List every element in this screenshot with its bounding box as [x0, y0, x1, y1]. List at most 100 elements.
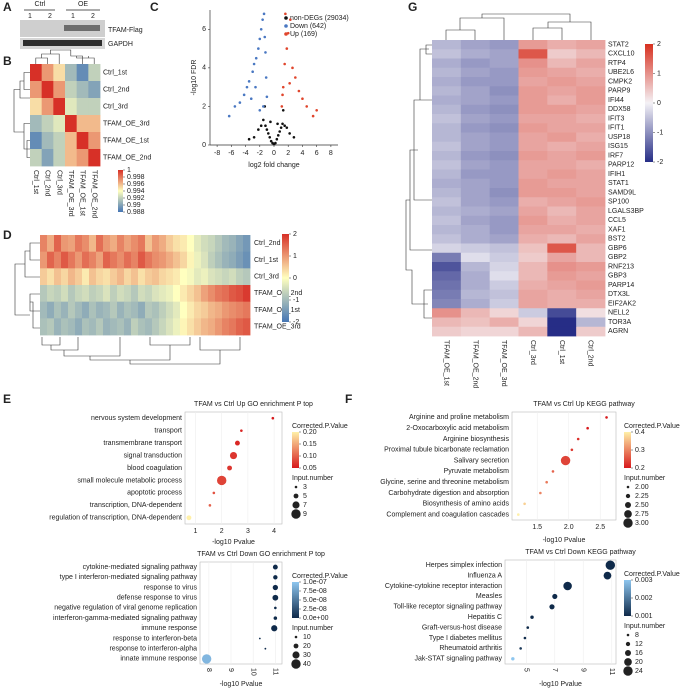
column-label: TFAM_OE_1st — [79, 170, 86, 216]
heatmap-cell — [432, 114, 462, 124]
heatmap-cell — [89, 285, 97, 303]
point — [274, 141, 277, 145]
heatmap-cell — [65, 149, 78, 167]
heatmap-cell — [547, 77, 577, 87]
dot — [563, 581, 572, 591]
heatmap-cell — [82, 268, 90, 286]
heatmap-cell — [208, 235, 216, 253]
dot — [271, 416, 275, 420]
heatmap-cell — [222, 235, 230, 253]
heatmap-cell — [82, 301, 90, 319]
heatmap-cell — [460, 49, 491, 59]
heatmap-cell — [110, 251, 118, 269]
row-label: TFAM_OE_2nd — [103, 154, 151, 161]
heatmap-cell — [518, 49, 548, 59]
heatmap-cell — [576, 86, 606, 96]
heatmap-cell — [576, 262, 606, 272]
point — [233, 105, 237, 108]
heatmap-cell — [576, 317, 606, 328]
heatmap-cell — [547, 160, 577, 170]
heatmap-cell — [489, 215, 519, 226]
heatmap-cell — [432, 308, 462, 318]
x-tick-label: 5 — [523, 668, 530, 672]
heatmap-cell — [76, 132, 89, 150]
heatmap-cell — [547, 86, 577, 96]
heatmap-cell — [138, 268, 146, 286]
category-label: response to interferon-alpha — [109, 646, 197, 653]
column-label: TFAM_OE_2nd — [471, 340, 478, 388]
heatmap-cell — [30, 132, 43, 150]
heatmap-cell — [460, 188, 491, 198]
dot — [212, 491, 216, 495]
point — [245, 85, 249, 89]
heatmap-cell — [208, 251, 216, 269]
legend-label: Up (169) — [290, 31, 317, 38]
dot — [517, 513, 520, 516]
heatmap-cell — [53, 149, 66, 167]
heatmap-cell — [131, 301, 139, 319]
blot: Ctrl OE 1 2 1 2 TFAM-Flag GAPDH — [20, 1, 143, 49]
x-axis-label: -log10 Pvalue — [212, 539, 255, 546]
point — [284, 12, 287, 16]
heatmap-cell — [432, 299, 462, 309]
category-label: Arginine biosynthesis — [443, 436, 510, 443]
heatmap-cell — [518, 86, 548, 96]
point — [259, 27, 263, 31]
row-label: RNF213 — [608, 263, 634, 270]
heatmap-cell — [40, 285, 48, 303]
heatmap-cell — [166, 268, 174, 286]
heatmap-cell — [489, 206, 519, 217]
dot — [273, 616, 278, 620]
heatmap-cell — [40, 301, 48, 319]
heatmap-cell — [159, 268, 167, 286]
category-label: transmembrane transport — [103, 440, 182, 447]
heatmap-cell — [215, 301, 223, 319]
panel-label: E — [3, 392, 11, 406]
row-label: BST2 — [608, 236, 626, 243]
heatmap-cell — [547, 262, 577, 272]
x-tick-label: 1.5 — [532, 524, 542, 531]
row-label: Ctrl_1st — [103, 69, 127, 76]
heatmap-cell — [518, 289, 548, 300]
point — [289, 18, 292, 21]
heatmap-cell — [47, 318, 55, 336]
heatmap-cell — [194, 318, 202, 336]
row-label: IFIT1 — [608, 125, 624, 132]
dot — [560, 455, 571, 466]
heatmap-cell — [75, 251, 83, 269]
heatmap-cell — [460, 234, 491, 244]
heatmap-cell — [576, 49, 606, 59]
heatmap-cell — [460, 104, 491, 115]
heatmap-cell — [103, 318, 111, 336]
colorbar-label: 0.10 — [303, 453, 317, 460]
dot — [539, 491, 542, 495]
heatmap-cell — [41, 149, 54, 167]
heatmap-cell — [61, 285, 69, 303]
heatmap-cell — [54, 235, 62, 253]
heatmap-cell — [460, 225, 491, 235]
size-legend-label: 40 — [303, 661, 311, 668]
category-label: innate immune response — [120, 656, 197, 663]
heatmap-cell — [124, 251, 132, 269]
point — [264, 76, 268, 79]
row-label: NELL2 — [608, 310, 630, 317]
heatmap-cell — [103, 301, 111, 319]
row-label: IFIH1 — [608, 171, 625, 178]
heatmap-cell — [65, 115, 78, 133]
heatmap-cell — [180, 301, 188, 319]
heatmap-cell — [576, 40, 606, 50]
dot — [201, 654, 212, 664]
heatmap-cell — [222, 285, 230, 303]
category-label: Hepatitis C — [468, 614, 502, 621]
category-label: Proximal tubule bicarbonate reclamation — [384, 447, 509, 454]
heatmap-cell — [117, 285, 125, 303]
heatmap-cell — [489, 49, 519, 59]
heatmap-cell — [152, 235, 160, 253]
heatmap-cell — [518, 262, 548, 272]
heatmap-cell — [201, 301, 209, 319]
heatmap-cell — [518, 67, 548, 78]
heatmap-cell — [518, 95, 548, 106]
colorbar-label: 0.992 — [127, 195, 145, 202]
heatmap-cell — [489, 299, 519, 309]
dot — [530, 615, 534, 619]
